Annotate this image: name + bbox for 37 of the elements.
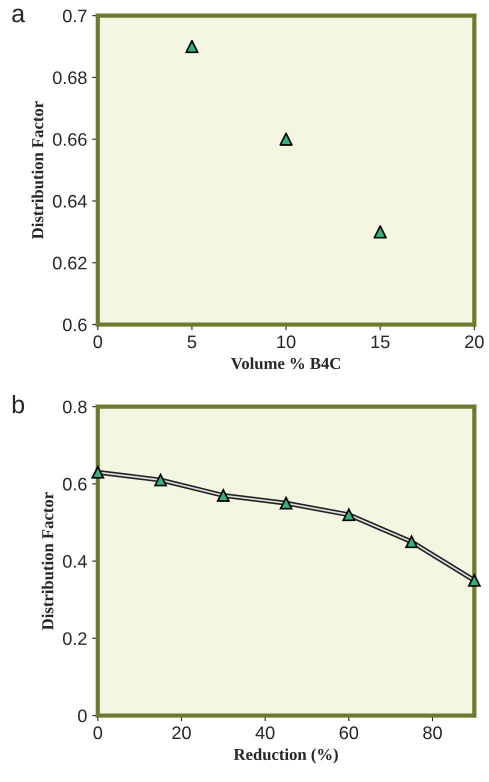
y-tick-label: 0 bbox=[78, 709, 87, 722]
point bbox=[468, 574, 481, 587]
point bbox=[216, 489, 230, 502]
y-tick-label: 0.6 bbox=[62, 478, 87, 491]
y-tick-label: 0.8 bbox=[62, 400, 87, 414]
y-tick-label: 0.2 bbox=[62, 632, 86, 646]
x-tick-label: 15 bbox=[372, 336, 390, 348]
y-axis-title: Distribution Factor bbox=[42, 492, 54, 630]
x-tick-label: 5 bbox=[188, 336, 196, 348]
point bbox=[405, 535, 418, 548]
chart-title: b bbox=[12, 394, 24, 414]
point bbox=[279, 132, 293, 146]
y-tick-label: 0.66 bbox=[52, 133, 87, 146]
y-tick-label: 0.4 bbox=[62, 555, 87, 568]
x-tick-label: 0 bbox=[93, 726, 102, 740]
x-tick-label: 20 bbox=[172, 726, 191, 740]
point bbox=[374, 225, 387, 239]
chart-title: a bbox=[12, 8, 26, 22]
point bbox=[342, 508, 356, 522]
point bbox=[185, 40, 199, 54]
point bbox=[91, 466, 104, 479]
y-tick-label: 0.62 bbox=[52, 256, 86, 270]
x-tick-label: 80 bbox=[423, 726, 442, 740]
y-tick-label: 0.68 bbox=[52, 71, 87, 84]
x-tick-label: 40 bbox=[256, 726, 274, 740]
y-tick-label: 0.6 bbox=[62, 318, 87, 332]
x-tick-label: 60 bbox=[340, 726, 358, 740]
y-tick-label: 0.7 bbox=[62, 10, 86, 22]
x-axis-title: Reduction (%) bbox=[234, 748, 338, 764]
point bbox=[154, 474, 167, 486]
y-tick-label: 0.64 bbox=[52, 194, 87, 208]
x-tick-label: 0 bbox=[93, 335, 102, 348]
x-tick-label: 20 bbox=[465, 335, 484, 348]
point bbox=[280, 496, 292, 510]
y-axis-title: Distribution Factor bbox=[32, 101, 44, 239]
x-tick-label: 10 bbox=[277, 335, 296, 348]
x-axis-title: Volume % B4C bbox=[230, 357, 340, 370]
